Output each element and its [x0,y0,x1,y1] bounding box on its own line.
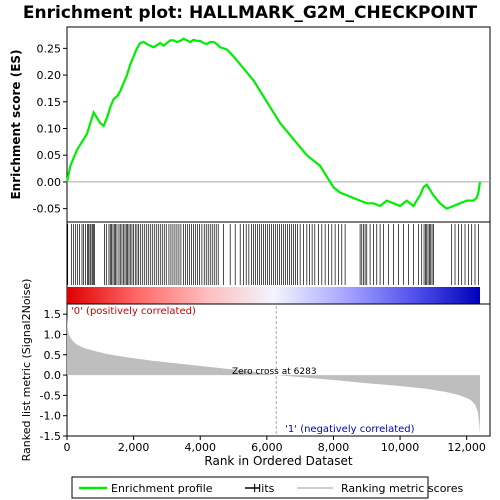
negative-correlation-label: '1' (negatively correlated) [285,424,414,435]
es-y-axis-label: Enrichment score (ES) [9,49,23,199]
es-y-tick-label: 0.00 [37,176,62,189]
ranking-metric-area [67,316,481,434]
hit-markers [67,224,479,285]
legend-label-ranking-metric: Ranking metric scores [341,482,463,495]
metric-y-tick-label: -1.0 [40,410,61,423]
x-tick-label: 12,000 [447,441,486,454]
metric-y-tick-label: 1.0 [44,328,62,341]
metric-y-tick-label: 1.5 [44,308,62,321]
x-tick-label: 0 [64,441,71,454]
metric-y-tick-label: -0.5 [40,389,61,402]
metric-y-tick-label: -1.5 [40,430,61,443]
x-axis-label: Rank in Ordered Dataset [204,454,352,468]
es-y-tick-label: -0.05 [33,203,61,216]
x-tick-label: 6,000 [251,441,283,454]
hits-panel [66,221,491,305]
metric-panel: -1.5 -1.0 -0.5 0.0 0.5 1.0 1.5 0 2,000 4,000 6,00… [20,279,491,468]
es-panel-frame [66,26,491,223]
ranked-heat-bar [67,287,481,304]
es-panel: -0.05 0.00 0.05 0.10 0.15 0.20 0.25 Enrichment… [9,26,491,223]
es-y-tick-label: 0.20 [37,69,62,82]
metric-y-tick-label: 0.0 [44,369,62,382]
es-y-tick-label: 0.10 [37,123,62,136]
metric-y-axis-label: Ranked list metric (Signal2Noise) [20,279,33,462]
es-y-tick-label: 0.25 [37,42,62,55]
series-enrichment-profile [65,37,482,210]
positive-correlation-label: '0' (positively correlated) [71,306,196,317]
legend: Enrichment profile Hits Ranking metric s… [71,476,463,499]
legend-label-hits: Hits [253,482,275,495]
chart-title: Enrichment plot: HALLMARK_G2M_CHECKPOINT [23,3,478,23]
metric-y-tick-label: 0.5 [44,349,62,362]
x-tick-label: 10,000 [381,441,420,454]
es-y-ticks: -0.05 0.00 0.05 0.10 0.15 0.20 0.25 [33,42,67,216]
x-tick-label: 2,000 [118,441,150,454]
legend-label-enrichment-profile: Enrichment profile [111,482,213,495]
es-y-tick-label: 0.15 [37,96,62,109]
zero-cross-label: Zero cross at 6283 [232,367,317,377]
metric-x-ticks: 0 2,000 4,000 6,000 8,000 10,000 12,000 [64,436,486,454]
x-tick-label: 4,000 [184,441,216,454]
es-y-tick-label: 0.05 [37,149,62,162]
x-tick-label: 8,000 [318,441,350,454]
metric-y-ticks: -1.5 -1.0 -0.5 0.0 0.5 1.0 1.5 [40,308,67,443]
